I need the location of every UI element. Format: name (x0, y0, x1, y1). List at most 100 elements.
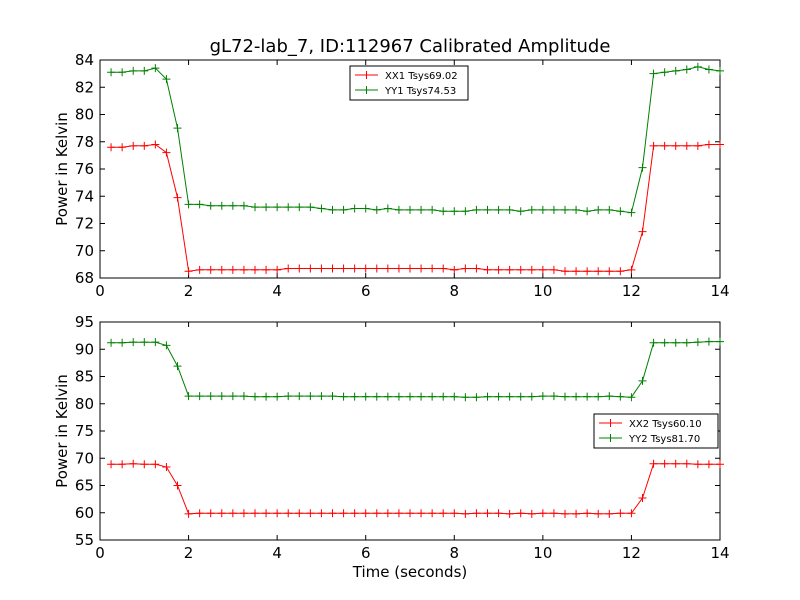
data-point (118, 143, 127, 152)
data-point (561, 267, 569, 276)
data-point (284, 203, 293, 212)
data-point (151, 64, 160, 73)
data-point (239, 265, 248, 274)
data-point (494, 265, 503, 274)
data-point (173, 193, 182, 202)
data-point (195, 265, 204, 274)
data-point (328, 264, 337, 273)
data-point (262, 392, 271, 401)
data-point (716, 460, 724, 469)
data-point (594, 509, 603, 518)
data-point (549, 392, 558, 401)
data-point (671, 459, 680, 468)
legend: XX1 Tsys69.02 YY1 Tsys74.53 (349, 65, 469, 101)
data-point (472, 264, 481, 273)
data-point (295, 509, 304, 518)
data-point (527, 392, 536, 401)
data-point (394, 509, 403, 518)
data-point (372, 392, 381, 401)
data-point (361, 392, 370, 401)
data-point (228, 265, 237, 274)
data-point (605, 267, 614, 276)
data-point (439, 207, 448, 216)
legend-marker (606, 434, 615, 442)
data-point (549, 265, 558, 274)
x-tick-label: 4 (272, 544, 282, 562)
data-point (660, 338, 669, 347)
data-point (383, 264, 392, 273)
data-point (406, 509, 414, 518)
data-point (284, 392, 293, 401)
chart-title: gL72-lab_7, ID:112967 Calibrated Amplitu… (210, 36, 611, 57)
data-point (693, 141, 702, 150)
x-tick-label: 8 (450, 282, 460, 300)
data-point (671, 66, 680, 75)
data-point (505, 265, 514, 274)
data-point (339, 264, 348, 273)
series-xx1 (107, 140, 724, 276)
data-point (671, 141, 680, 150)
x-tick-label: 4 (272, 282, 282, 300)
legend: XX2 Tsys60.10 YY2 Tsys81.70 (593, 413, 719, 449)
data-point (627, 393, 636, 402)
data-point (217, 265, 226, 274)
data-point (516, 207, 525, 216)
data-point (583, 392, 592, 401)
data-point (627, 265, 636, 274)
data-point (361, 264, 370, 273)
data-point (638, 376, 647, 385)
y-tick-label: 80 (75, 106, 94, 124)
y-tick-label: 60 (75, 504, 94, 522)
y-tick-label: 82 (75, 78, 94, 96)
data-point (693, 62, 702, 71)
x-tick-label: 2 (184, 282, 194, 300)
data-point (461, 207, 470, 216)
data-point (572, 267, 581, 276)
data-point (195, 392, 204, 401)
data-point (295, 264, 304, 273)
data-point (383, 509, 392, 518)
data-point (339, 205, 348, 214)
data-point (129, 141, 138, 150)
data-point (262, 203, 271, 212)
data-point (273, 265, 282, 274)
data-point (129, 459, 138, 468)
y-tick-label: 68 (75, 269, 94, 287)
data-point (505, 392, 514, 401)
data-point (107, 68, 116, 77)
legend-marker (606, 419, 615, 427)
data-point (195, 509, 204, 518)
x-tick-label: 12 (622, 544, 641, 562)
data-point (605, 205, 614, 214)
data-point (616, 509, 625, 518)
y-tick-label: 90 (75, 340, 94, 358)
y-tick-label: 70 (75, 449, 94, 467)
data-point (317, 204, 326, 213)
data-point (295, 203, 304, 212)
data-point (107, 143, 116, 152)
data-point (417, 392, 426, 401)
data-point (107, 460, 116, 469)
data-point (151, 460, 160, 469)
data-point (527, 205, 536, 214)
data-point (406, 205, 414, 214)
x-tick-label: 10 (533, 544, 552, 562)
data-point (118, 68, 127, 77)
data-point (483, 205, 492, 214)
legend-box (349, 65, 469, 101)
data-point (206, 392, 215, 401)
data-point (195, 200, 204, 209)
data-point (660, 68, 669, 77)
data-point (394, 392, 403, 401)
data-point (439, 264, 448, 273)
data-point (516, 392, 525, 401)
data-point (206, 201, 215, 210)
data-point (239, 509, 248, 518)
data-point (173, 362, 182, 371)
data-point (251, 509, 259, 518)
data-point (649, 141, 658, 150)
data-point (173, 124, 182, 133)
data-point (118, 338, 127, 347)
data-point (284, 509, 293, 518)
